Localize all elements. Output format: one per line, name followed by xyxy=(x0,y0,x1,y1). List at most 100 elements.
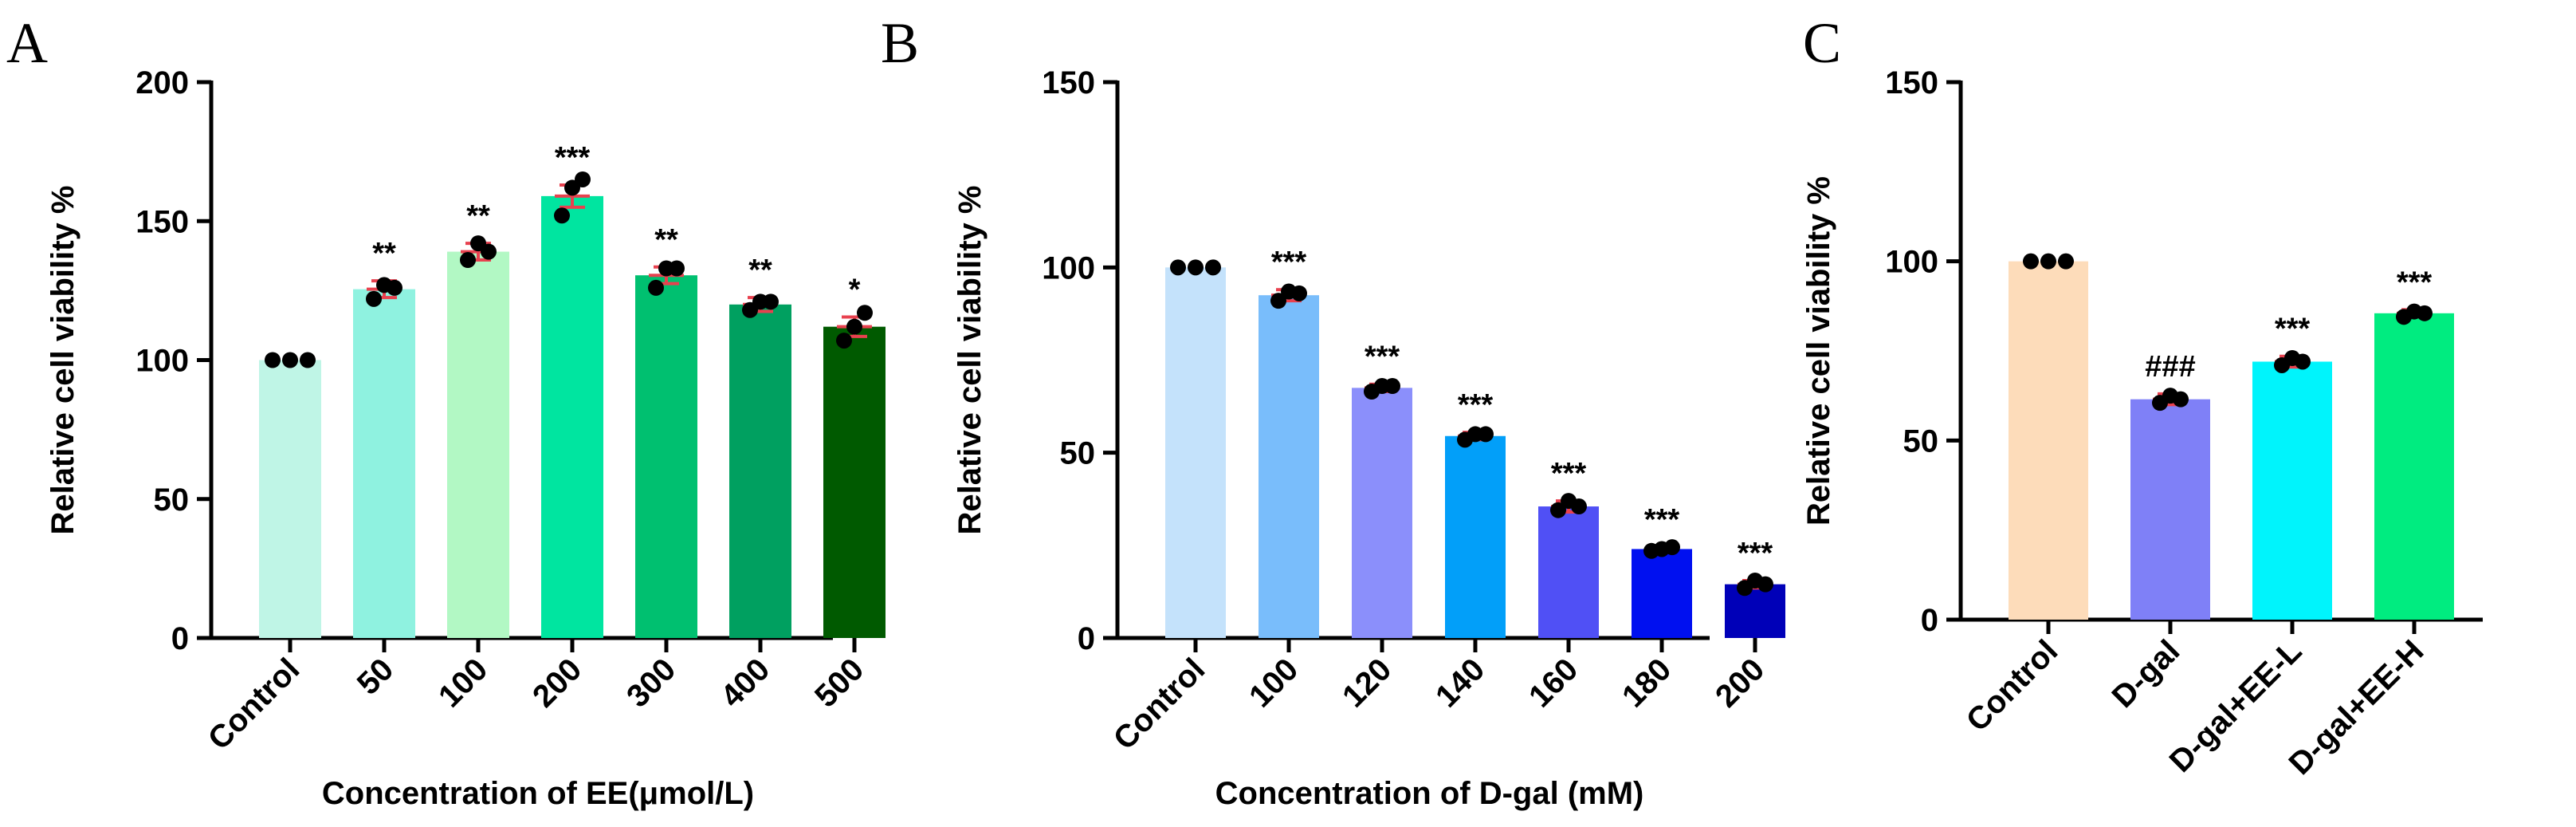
data-point xyxy=(387,279,402,296)
x-tick-label: 200 xyxy=(526,652,588,714)
data-point xyxy=(2417,305,2433,321)
data-point xyxy=(1291,285,1307,301)
data-point xyxy=(575,171,591,187)
significance-label: *** xyxy=(2275,313,2311,346)
x-axis-title: Concentration of D-gal (mM) xyxy=(1215,776,1644,811)
data-point xyxy=(300,352,316,368)
data-point xyxy=(2023,253,2039,270)
data-point xyxy=(1550,502,1566,518)
significance-label: *** xyxy=(1271,246,1307,279)
x-tick-label: 100 xyxy=(432,652,494,714)
y-axis-title: Relative cell viability % xyxy=(952,186,988,535)
significance-label: ** xyxy=(748,254,772,287)
y-tick-label: 50 xyxy=(1903,423,1939,459)
data-point xyxy=(2295,353,2311,370)
chart-panel-a: A 0 50 100 150 200 Relative cell viability % Co… xyxy=(6,11,886,811)
x-tick-label: 120 xyxy=(1336,652,1398,714)
bar xyxy=(447,251,509,638)
x-tick-label: Control xyxy=(202,652,307,757)
significance-label: *** xyxy=(1551,457,1587,490)
data-point xyxy=(366,290,382,307)
data-point xyxy=(1270,293,1286,309)
x-tick-label: 180 xyxy=(1616,652,1678,714)
x-tick-label: 100 xyxy=(1243,652,1305,714)
x-tick-label: 500 xyxy=(808,652,870,714)
data-point xyxy=(669,260,685,277)
y-axis-title: Relative cell viability % xyxy=(45,186,80,535)
data-point xyxy=(481,243,497,260)
x-tick-label: 50 xyxy=(351,652,401,702)
y-tick-label: 100 xyxy=(135,344,189,379)
significance-label: * xyxy=(849,273,861,306)
data-point xyxy=(857,305,873,321)
data-point xyxy=(846,318,862,335)
bar xyxy=(1538,506,1599,638)
data-point xyxy=(1478,426,1494,443)
bar xyxy=(1725,584,1785,638)
data-point xyxy=(1188,259,1204,276)
bar xyxy=(823,326,886,638)
data-point xyxy=(1664,539,1680,556)
x-tick-label: 400 xyxy=(714,652,776,714)
bar xyxy=(1352,388,1412,638)
bar xyxy=(541,195,603,638)
y-tick-label: 0 xyxy=(171,621,189,656)
panel-letter: A xyxy=(6,11,48,75)
x-tick-label: 300 xyxy=(620,652,682,714)
significance-label: ** xyxy=(466,199,490,233)
y-tick-label: 150 xyxy=(1885,65,1938,100)
y-tick-label: 150 xyxy=(135,204,189,239)
data-point xyxy=(265,352,281,368)
data-point xyxy=(648,279,664,296)
panel-letter: C xyxy=(1803,11,1841,75)
x-axis-title: Concentration of EE(μmol/L) xyxy=(322,776,754,811)
panel-letter: B xyxy=(881,11,919,75)
bar xyxy=(1259,295,1319,638)
bar xyxy=(2374,313,2454,620)
data-point xyxy=(1170,259,1186,276)
significance-label: *** xyxy=(1365,341,1400,374)
y-tick-label: 0 xyxy=(1921,603,1938,638)
data-point xyxy=(836,333,852,349)
bar xyxy=(2009,261,2088,620)
y-tick-label: 50 xyxy=(1060,436,1096,471)
y-tick-label: 50 xyxy=(154,482,190,518)
bar xyxy=(1632,549,1692,638)
y-tick-label: 200 xyxy=(135,65,189,100)
data-point xyxy=(763,293,779,310)
data-point xyxy=(2040,253,2056,270)
data-point xyxy=(282,352,298,368)
y-tick-label: 100 xyxy=(1042,250,1095,286)
bar xyxy=(1165,267,1226,638)
x-tick-label: D-gal xyxy=(2106,633,2187,715)
data-point xyxy=(460,252,476,269)
bar xyxy=(1445,435,1506,638)
bar xyxy=(353,289,415,638)
data-point xyxy=(2058,253,2074,270)
significance-label: *** xyxy=(1644,503,1680,537)
significance-label: *** xyxy=(1458,388,1494,422)
significance-label: *** xyxy=(2397,266,2433,299)
bar xyxy=(2252,361,2332,620)
y-tick-label: 150 xyxy=(1042,65,1095,100)
data-point xyxy=(1757,576,1773,593)
significance-label: ** xyxy=(372,237,396,270)
x-tick-label: 160 xyxy=(1522,652,1584,714)
x-tick-label: Control xyxy=(1960,633,2065,738)
data-point xyxy=(1384,378,1400,395)
y-tick-label: 0 xyxy=(1078,621,1095,656)
x-tick-label: Control xyxy=(1107,652,1212,757)
x-tick-label: 140 xyxy=(1429,652,1491,714)
data-point xyxy=(1205,259,1221,276)
bar xyxy=(2130,399,2210,620)
bar xyxy=(729,304,791,638)
significance-label: ** xyxy=(654,223,678,257)
data-point xyxy=(554,207,570,224)
significance-label: ### xyxy=(2145,350,2195,384)
chart-panel-b: B 0 50 100 150 Relative cell viability % Contr… xyxy=(881,11,1785,811)
significance-label: *** xyxy=(555,141,591,175)
x-tick-label: 200 xyxy=(1709,652,1771,714)
data-point xyxy=(2173,391,2189,408)
significance-label: *** xyxy=(1738,537,1773,570)
